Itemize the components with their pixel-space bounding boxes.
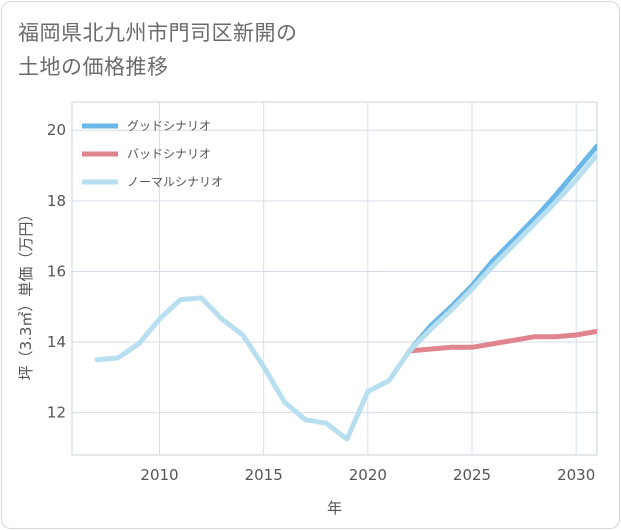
grid xyxy=(72,102,597,455)
y-tick-label: 12 xyxy=(47,404,66,422)
x-tick-label: 2015 xyxy=(245,466,283,484)
chart-title: 福岡県北九州市門司区新開の 土地の価格推移 xyxy=(18,16,578,84)
x-tick-label: 2010 xyxy=(140,466,178,484)
title-line-2: 土地の価格推移 xyxy=(18,55,169,79)
good-scenario-line xyxy=(407,143,597,354)
plot-area xyxy=(71,101,598,456)
x-tick-label: 2030 xyxy=(557,466,595,484)
legend-normal: ノーマルシナリオ xyxy=(82,175,223,189)
legend-bad: バッドシナリオ xyxy=(82,147,211,161)
x-tick-label: 2025 xyxy=(453,466,491,484)
y-tick-labels: 12 14 16 18 20 xyxy=(47,121,66,421)
legend-label: バッドシナリオ xyxy=(127,147,211,161)
x-tick-label: 2020 xyxy=(349,466,387,484)
y-tick-label: 18 xyxy=(47,192,66,210)
y-tick-label: 16 xyxy=(47,262,66,280)
title-line-1: 福岡県北九州市門司区新開の xyxy=(18,21,298,45)
x-tick-labels: 2010 2015 2020 2025 2030 xyxy=(140,466,595,484)
series-layer xyxy=(94,143,597,442)
y-tick-label: 14 xyxy=(47,333,66,351)
legend-label: グッドシナリオ xyxy=(127,119,211,133)
y-axis-label: 坪（3.3㎡）単価（万円） xyxy=(17,207,35,381)
normal-scenario-line xyxy=(94,152,597,442)
legend-good: グッドシナリオ xyxy=(82,119,211,133)
legend-label: ノーマルシナリオ xyxy=(127,175,223,189)
y-tick-label: 20 xyxy=(47,121,66,139)
bad-scenario-line xyxy=(407,328,597,354)
x-axis-label: 年 xyxy=(327,499,342,517)
